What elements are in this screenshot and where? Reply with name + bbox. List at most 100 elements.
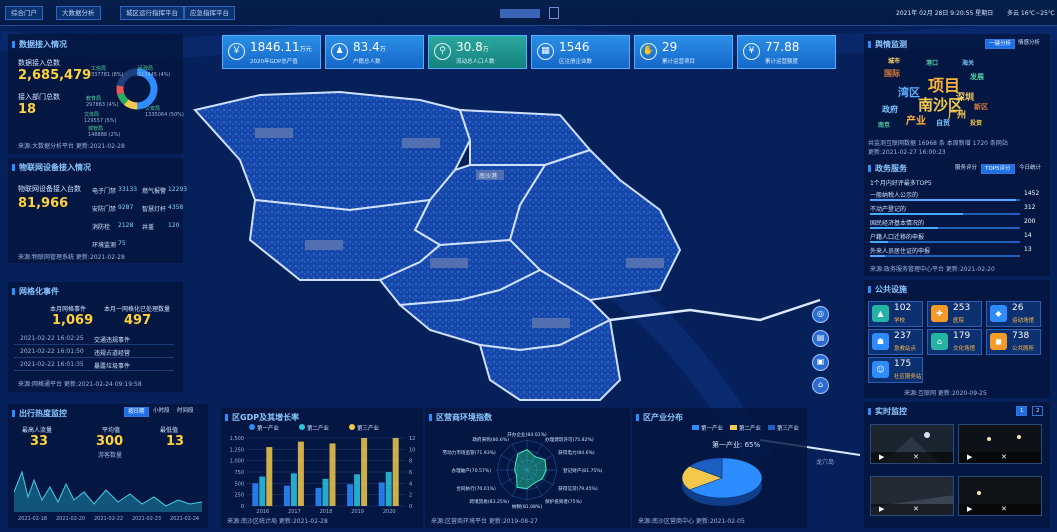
industry-legend-item: 第一产业	[692, 424, 723, 432]
mute-icon[interactable]: ✕	[913, 505, 919, 513]
page-title	[500, 9, 540, 18]
word-cloud-term[interactable]: 投资	[970, 120, 983, 127]
district-block[interactable]	[193, 90, 472, 212]
home-icon[interactable]: ⌂	[812, 377, 829, 394]
play-icon[interactable]: ▶	[879, 505, 885, 513]
facility-tile[interactable]: ◆ 26 运动场馆	[986, 301, 1041, 327]
word-cloud-term[interactable]: 深圳	[956, 93, 975, 103]
event-row[interactable]: 2021-02-22 16:01:50 违规占道经营	[14, 347, 174, 358]
facility-tile[interactable]: ⌂ 179 文化场馆	[927, 329, 982, 355]
word-cloud-term[interactable]: 国际	[884, 69, 900, 78]
gdp-bar[interactable]	[329, 443, 336, 506]
iot-item-value: 12293	[168, 186, 188, 193]
stat-card[interactable]: ⚲ 30.8万 流动总人口人数	[428, 35, 527, 69]
word-cloud-term[interactable]: 南京	[878, 122, 891, 129]
tab-rating[interactable]: 服务评分	[955, 165, 978, 171]
tab-by-date[interactable]: 按日期	[124, 407, 149, 417]
facility-tile[interactable]: ◼ 738 公共厕所	[986, 329, 1041, 355]
service-row[interactable]: 外来人员居住证的申报 13	[870, 246, 1042, 259]
word-cloud-term[interactable]: 产业	[906, 116, 926, 127]
nav-portal[interactable]: 综合门户	[5, 6, 43, 20]
gdp-bar[interactable]	[354, 474, 361, 506]
service-row[interactable]: 国民经济基本情况的 200	[870, 218, 1042, 231]
gdp-bar[interactable]	[259, 476, 266, 506]
event-row[interactable]: 2021-02-22 16:02:25 交通违规事件	[14, 334, 174, 345]
tab-by-hour[interactable]: 小时段	[153, 408, 170, 414]
fullscreen-icon[interactable]	[549, 7, 559, 19]
update-note: 来源:互联网 更新:2020-09-25	[904, 390, 987, 397]
service-row[interactable]: 一般纳税人公示的 1452	[870, 190, 1042, 203]
stat-card[interactable]: ♟ 83.4万 户籍总人数	[325, 35, 424, 69]
gdp-bar[interactable]	[392, 438, 399, 506]
mute-icon[interactable]: ✕	[1001, 453, 1007, 461]
word-cloud-term[interactable]: 湾区	[898, 86, 920, 99]
nav-bigdata[interactable]: 大数据分析	[56, 6, 101, 20]
gdp-bar[interactable]	[290, 473, 297, 506]
word-cloud-term[interactable]: 南沙区	[918, 96, 964, 114]
x-tick-label: 2018	[320, 509, 333, 515]
pie-slice[interactable]	[689, 457, 723, 479]
tab-by-period[interactable]: 时间段	[177, 408, 194, 414]
word-cloud-term[interactable]: 政府	[882, 105, 898, 114]
camera-feed[interactable]: ▶ ✕	[958, 424, 1042, 464]
tab-one-click[interactable]: 一键分析	[985, 39, 1016, 49]
play-icon[interactable]: ▶	[879, 453, 885, 461]
page-1-button[interactable]: 1	[1016, 406, 1027, 416]
mute-icon[interactable]: ✕	[1001, 505, 1007, 513]
locate-icon[interactable]: ◎	[812, 306, 829, 323]
gdp-bar[interactable]	[297, 441, 304, 506]
district-block[interactable]	[478, 318, 622, 401]
radar-label: 合同执行(70.01%)	[456, 485, 496, 492]
mute-icon[interactable]: ✕	[913, 453, 919, 461]
layers-icon[interactable]: ▤	[812, 330, 829, 347]
facility-tile[interactable]: ▲ 102 学校	[868, 301, 923, 327]
gdp-bar[interactable]	[378, 482, 385, 506]
gdp-bar[interactable]	[347, 484, 354, 506]
gdp-bar[interactable]	[385, 472, 392, 506]
word-cloud-term[interactable]: 项目	[928, 76, 961, 95]
camera-feed[interactable]: ▶ ✕	[958, 476, 1042, 516]
service-row[interactable]: 户籍人口迁移的申报 14	[870, 232, 1042, 245]
gdp-bar[interactable]	[315, 487, 322, 506]
word-cloud-term[interactable]: 海关	[962, 60, 975, 67]
word-cloud-term[interactable]: 广州	[948, 111, 967, 121]
nav-emergency[interactable]: 应急指挥平台	[184, 6, 235, 20]
nav-command[interactable]: 城区运行指挥平台	[120, 6, 184, 20]
min-value: 13	[166, 434, 185, 449]
tab-today[interactable]: 今日统计	[1019, 165, 1042, 171]
cube-icon[interactable]: ▣	[812, 354, 829, 371]
legend-swatch	[349, 424, 355, 430]
facility-tile[interactable]: ✚ 253 医院	[927, 301, 982, 327]
word-cloud-term[interactable]: 港口	[926, 60, 939, 67]
gdp-bar[interactable]	[283, 485, 290, 506]
gdp-bar[interactable]	[361, 438, 368, 506]
donut-legend-label: 公安局	[145, 106, 161, 112]
camera-feed[interactable]: ▶ ✕	[870, 476, 954, 516]
event-row[interactable]: 2021-02-22 16:01:35 暴露垃圾事件	[14, 360, 174, 371]
gdp-bar[interactable]	[252, 483, 259, 506]
radar-area[interactable]	[514, 448, 547, 490]
page-2-button[interactable]: 2	[1032, 406, 1043, 416]
word-cloud-term[interactable]: 自贸	[936, 119, 950, 127]
stat-card[interactable]: ¥77.88 累计运营额度	[737, 35, 836, 69]
gdp-bar[interactable]	[322, 478, 329, 506]
y-tick-label: 750	[234, 470, 244, 476]
word-cloud-term[interactable]: 城市	[888, 58, 901, 65]
camera-feed[interactable]: ▶ ✕	[870, 424, 954, 464]
pie-slice[interactable]	[689, 457, 763, 499]
word-cloud-term[interactable]: 新区	[974, 103, 988, 111]
tab-emotion[interactable]: 情感分析	[1018, 40, 1041, 46]
service-row[interactable]: 不动产登记的 312	[870, 204, 1042, 217]
facility-tile[interactable]: ☺ 175 社区服务站	[868, 357, 923, 383]
stat-card[interactable]: ✋ 29 累计运营项目	[634, 35, 733, 69]
tab-top5[interactable]: TOP5评分	[981, 164, 1015, 174]
stat-card[interactable]: ￥ 1846.11万元 2020年GDP总产值	[222, 35, 321, 69]
word-cloud-term[interactable]: 发展	[970, 73, 984, 81]
pie-slice[interactable]	[681, 465, 723, 491]
play-icon[interactable]: ▶	[967, 453, 973, 461]
play-icon[interactable]: ▶	[967, 505, 973, 513]
facility-tile[interactable]: ☗ 237 急救站点	[868, 329, 923, 355]
facility-label: 社区服务站	[894, 374, 922, 380]
gdp-bar[interactable]	[266, 447, 273, 506]
stat-card[interactable]: ▦ 1546 区注册企业数	[531, 35, 630, 69]
